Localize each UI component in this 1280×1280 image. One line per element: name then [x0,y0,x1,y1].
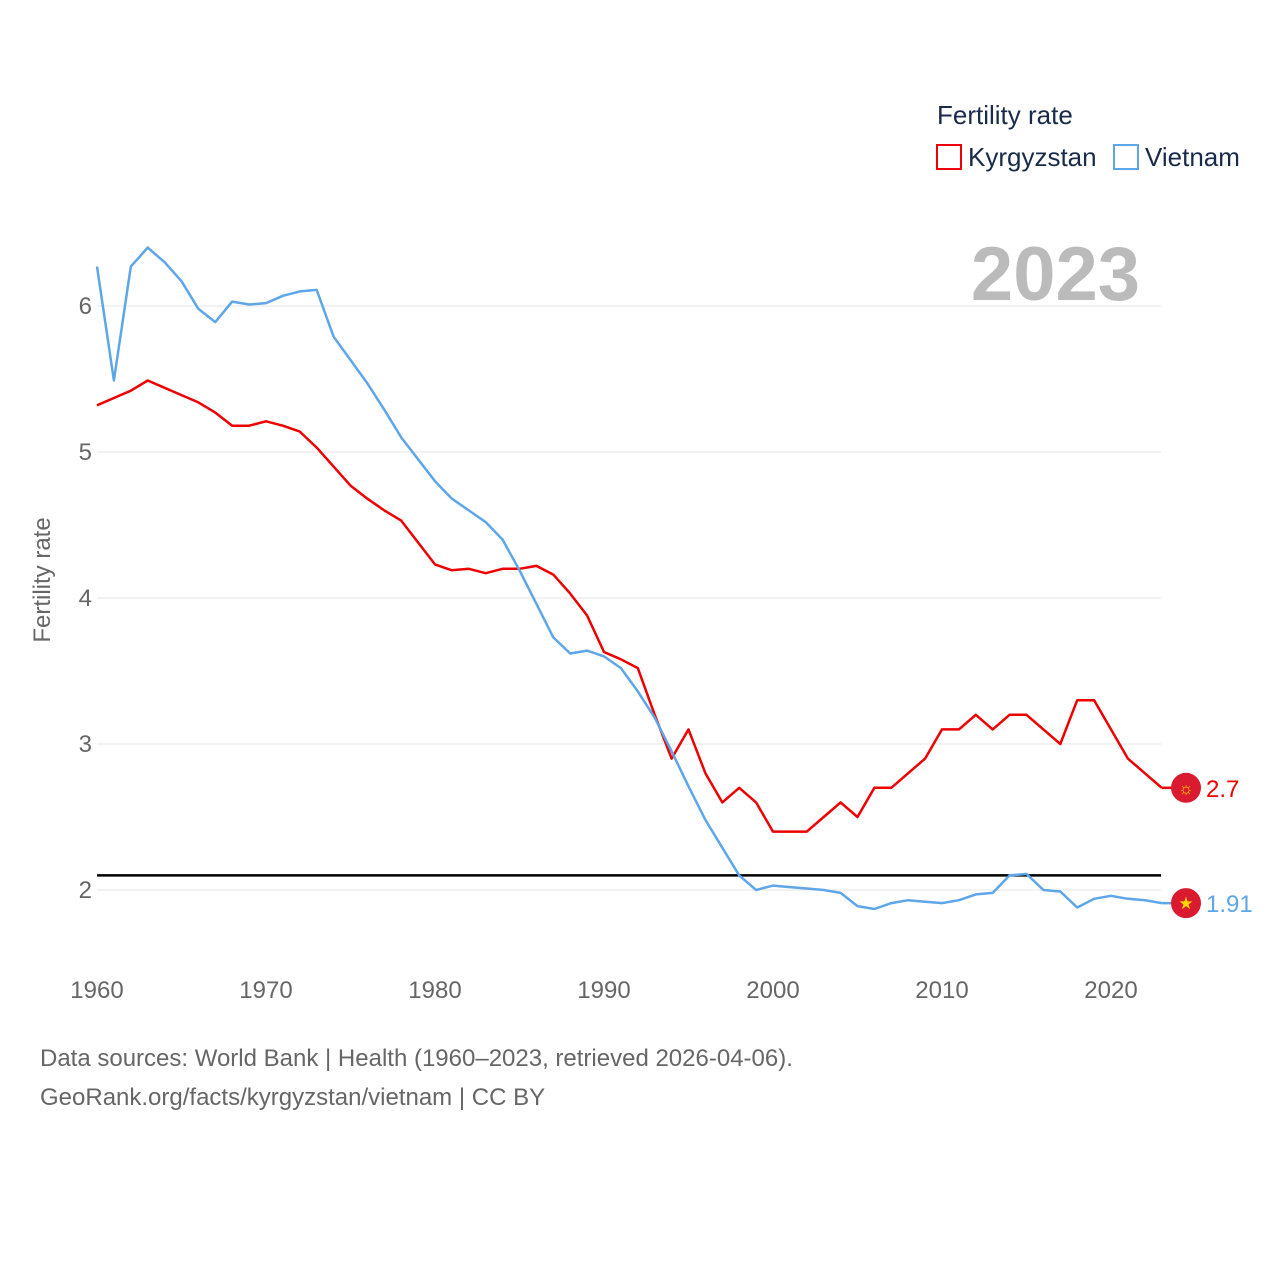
legend-title: Fertility rate [937,100,1073,130]
sun-flag-icon: ☼ [1171,772,1201,803]
legend-label: Vietnam [1145,142,1240,172]
x-tick-label: 1990 [577,977,630,1004]
legend-swatch [1113,144,1139,170]
legend-swatch [936,144,962,170]
star-flag-icon: ★ [1171,888,1201,919]
x-tick-label: 1960 [70,977,123,1004]
x-tick-label: 2020 [1084,977,1137,1004]
footer-sources: Data sources: World Bank | Health (1960–… [40,1045,793,1072]
x-tick-label: 2000 [746,977,799,1004]
end-value-label: 1.91 [1206,891,1253,918]
y-tick-label: 6 [79,293,92,320]
series-line-vietnam [95,246,1162,911]
year-label: 2023 [971,232,1140,317]
series-line-kyrgyzstan [96,379,1163,833]
legend-item-kyrgyzstan[interactable]: Kyrgyzstan [936,142,1097,172]
legend-item-vietnam[interactable]: Vietnam [1113,142,1240,172]
x-tick-label: 1970 [239,977,292,1004]
legend-label: Kyrgyzstan [968,142,1097,172]
y-tick-label: 3 [79,731,92,758]
y-tick-label: 2 [79,877,92,904]
y-tick-label: 5 [79,439,92,466]
y-tick-label: 4 [79,585,92,612]
footer-attribution[interactable]: GeoRank.org/facts/kyrgyzstan/vietnam | C… [40,1084,546,1111]
svg-text:☼: ☼ [1178,779,1194,798]
x-tick-label: 2010 [915,977,968,1004]
end-value-label: 2.7 [1206,776,1239,803]
svg-text:★: ★ [1178,894,1193,913]
y-axis-label: Fertility rate [29,517,56,642]
x-tick-label: 1980 [408,977,461,1004]
